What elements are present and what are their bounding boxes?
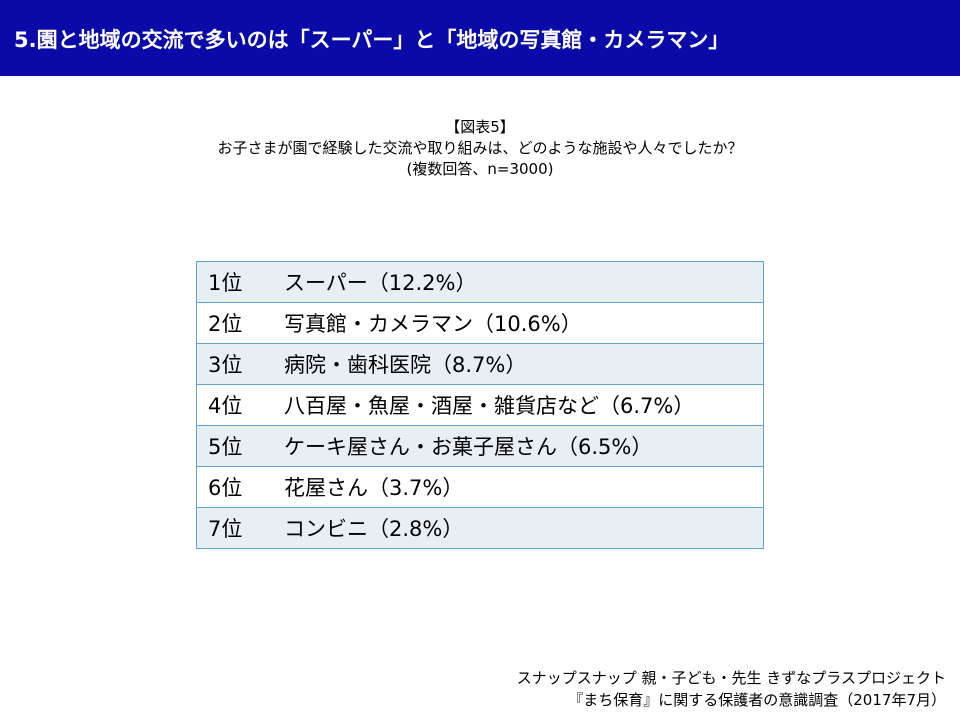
survey-note: (複数回答、n=3000) (406, 160, 554, 178)
ranking-row: 7位 コンビニ（2.8%） (196, 507, 764, 549)
rank-label: 花屋さん（3.7%） (284, 466, 764, 508)
rank-number: 5位 (196, 425, 284, 467)
ranking-row: 4位 八百屋・魚屋・酒屋・雑貨店など（6.7%） (196, 384, 764, 426)
rank-label: 病院・歯科医院（8.7%） (284, 343, 764, 385)
figure-label: 【図表5】 (445, 118, 515, 136)
survey-question: お子さまが園で経験した交流や取り組みは、どのような施設や人々でしたか？ (217, 139, 743, 157)
ranking-row: 1位 スーパー（12.2%） (196, 261, 764, 303)
rank-number: 2位 (196, 302, 284, 344)
rank-number: 7位 (196, 507, 284, 549)
footer-project: スナップスナップ 親・子ども・先生 きずなプラスプロジェクト (516, 669, 946, 687)
rank-label: 八百屋・魚屋・酒屋・雑貨店など（6.7%） (284, 384, 764, 426)
ranking-row: 5位 ケーキ屋さん・お菓子屋さん（6.5%） (196, 425, 764, 467)
rank-number: 1位 (196, 261, 284, 303)
slide-title: 5.園と地域の交流で多いのは「スーパー」と「地域の写真館・カメラマン」 (14, 28, 730, 52)
ranking-table: 1位 スーパー（12.2%） 2位 写真館・カメラマン（10.6%） 3位 病院… (196, 261, 764, 549)
ranking-row: 3位 病院・歯科医院（8.7%） (196, 343, 764, 385)
rank-label: コンビニ（2.8%） (284, 507, 764, 549)
rank-label: 写真館・カメラマン（10.6%） (284, 302, 764, 344)
rank-number: 4位 (196, 384, 284, 426)
rank-number: 6位 (196, 466, 284, 508)
rank-number: 3位 (196, 343, 284, 385)
ranking-row: 6位 花屋さん（3.7%） (196, 466, 764, 508)
footer-survey: 『まち保育』に関する保護者の意識調査（2017年7月） (568, 691, 946, 709)
rank-label: ケーキ屋さん・お菓子屋さん（6.5%） (284, 425, 764, 467)
header-bar: 5.園と地域の交流で多いのは「スーパー」と「地域の写真館・カメラマン」 (0, 0, 960, 76)
ranking-row: 2位 写真館・カメラマン（10.6%） (196, 302, 764, 344)
rank-label: スーパー（12.2%） (284, 261, 764, 303)
